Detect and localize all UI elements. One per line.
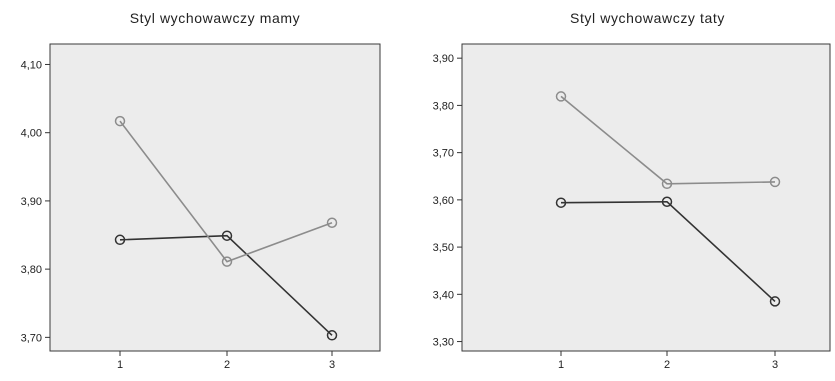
chart-panel-mother: Styl wychowawczy mamy 3,70 3,80 3,90 4,00 4,… [21, 10, 381, 371]
y-tick-label: 4,10 [21, 59, 42, 71]
y-tick-label: 3,90 [21, 196, 42, 208]
chart-title: Styl wychowawczy taty [570, 10, 725, 26]
x-tick-label: 1 [558, 359, 564, 371]
chart-father: 3,30 3,40 3,50 3,60 3,70 3,80 3,90 1 2 3 [433, 43, 831, 371]
data-point [221, 230, 233, 241]
y-tick-label: 3,70 [21, 332, 42, 344]
series-line [560, 95, 776, 185]
data-point [326, 217, 338, 228]
y-tick-label: 3,70 [433, 148, 454, 160]
data-point [221, 256, 233, 267]
y-tick-label: 3,80 [21, 264, 42, 276]
data-point [769, 296, 781, 307]
data-point [555, 91, 567, 102]
y-tick-label: 3,60 [433, 195, 454, 207]
chart-title: Styl wychowawczy mamy [129, 10, 301, 26]
x-tick-label: 1 [117, 359, 123, 371]
x-tick-label: 2 [664, 359, 670, 371]
y-tick-label: 3,40 [433, 289, 454, 301]
x-tick-label: 3 [772, 359, 778, 371]
chart-panel-father: Styl wychowawczy taty 3,30 3,40 3,50 3,60 3,… [420, 0, 835, 381]
data-point [114, 115, 126, 127]
plot-area [49, 43, 381, 352]
data-point [661, 196, 673, 208]
data-point [326, 330, 338, 341]
y-tick-label: 3,30 [433, 337, 454, 349]
data-point [555, 197, 567, 208]
plot-area [461, 43, 831, 352]
y-tick-label: 3,90 [433, 53, 454, 65]
data-point [661, 178, 673, 190]
data-point [769, 176, 781, 188]
x-tick-label: 3 [329, 359, 335, 371]
x-tick-label: 2 [224, 359, 230, 371]
data-point [114, 234, 126, 246]
series-line [119, 234, 333, 336]
y-tick-label: 3,80 [433, 100, 454, 112]
chart-mother: 3,70 3,80 3,90 4,00 4,10 1 2 3 [21, 43, 381, 371]
y-tick-label: 4,00 [21, 128, 42, 140]
series-line [560, 200, 776, 302]
y-tick-label: 3,50 [433, 242, 454, 254]
series-line [119, 120, 333, 263]
